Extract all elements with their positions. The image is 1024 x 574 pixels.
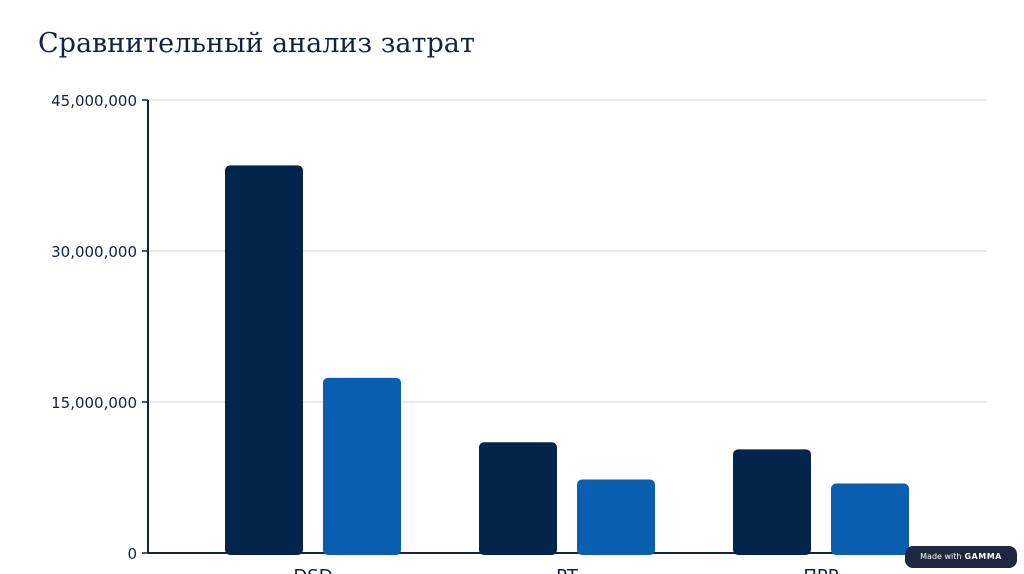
bar-dsd-2 <box>323 377 401 555</box>
x-tick-label: ПРР <box>803 566 838 574</box>
y-tick-label: 0 <box>127 545 137 563</box>
bar-pt-1 <box>479 442 557 555</box>
x-tick-label: DSD <box>293 566 332 574</box>
bar-прр-2 <box>831 483 909 555</box>
y-tick-label: 45,000,000 <box>51 92 137 110</box>
x-tick-label: PT <box>556 566 579 574</box>
bar-dsd-1 <box>225 165 303 555</box>
made-with-badge[interactable]: Made with GAMMA <box>905 546 1017 568</box>
bar-pt-2 <box>577 479 655 555</box>
y-tick-label: 30,000,000 <box>51 243 137 261</box>
gamma-logo: GAMMA <box>964 552 1002 561</box>
y-tick-label: 15,000,000 <box>51 394 137 412</box>
badge-prefix: Made with <box>920 552 962 561</box>
chart-title: Сравнительный анализ затрат <box>38 28 475 59</box>
bar-прр-1 <box>733 449 811 555</box>
